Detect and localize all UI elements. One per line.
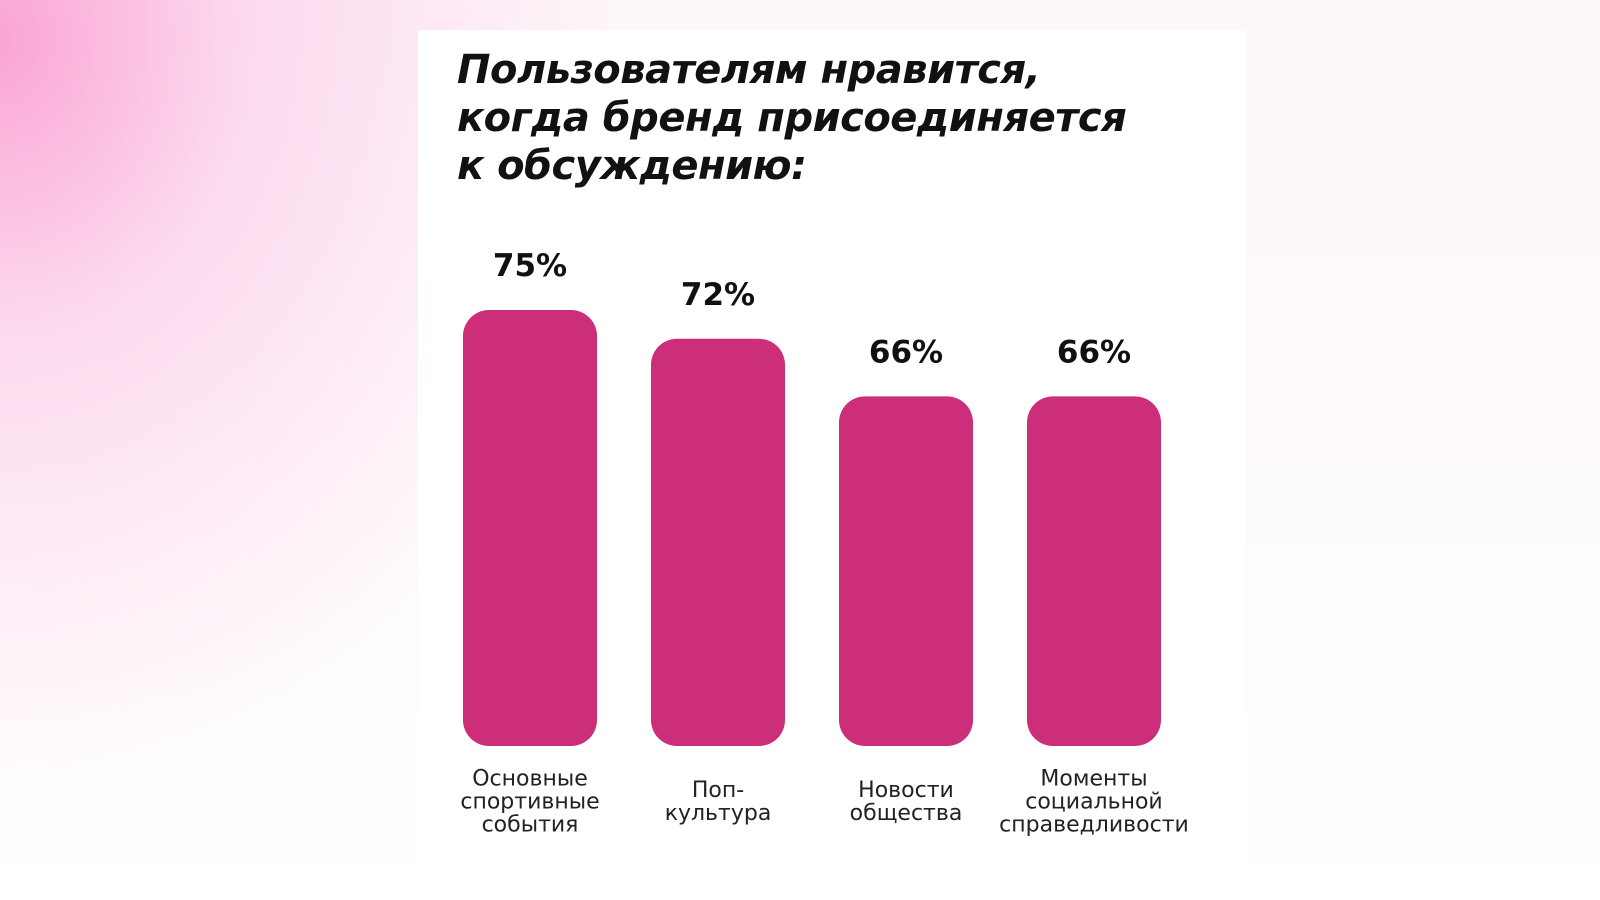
category-label-3-line-1: Новости	[858, 778, 954, 803]
category-label-4-line-3: справедливости	[999, 813, 1189, 838]
bar-2	[651, 338, 785, 746]
bar-4	[1027, 396, 1161, 746]
category-label-4-line-1: Моменты	[1040, 767, 1147, 792]
value-label-4: 66%	[1057, 334, 1131, 370]
category-label-2-line-2: культура	[665, 801, 772, 826]
category-label-4-line-2: социальной	[1025, 790, 1162, 815]
category-label-4: Моменты социальной справедливости	[999, 767, 1189, 838]
category-label-2: Поп-культура	[665, 778, 772, 826]
value-label-1: 75%	[493, 248, 567, 284]
category-label-1-line-2: спортивные	[460, 790, 599, 815]
category-label-1-line-1: Основные	[472, 767, 588, 792]
category-label-3-line-2: общества	[850, 801, 963, 826]
value-label-2: 72%	[681, 277, 755, 313]
category-label-1: Основные спортивные события	[460, 767, 599, 838]
category-label-2-line-1: Поп-	[692, 778, 744, 803]
bar-1	[463, 310, 597, 746]
category-label-3: Новости общества	[850, 778, 963, 826]
bar-3	[839, 396, 973, 746]
value-label-3: 66%	[869, 334, 943, 370]
category-label-1-line-3: события	[482, 813, 579, 838]
chart-title: Пользователям нравится, когда бренд прис…	[457, 47, 1127, 189]
